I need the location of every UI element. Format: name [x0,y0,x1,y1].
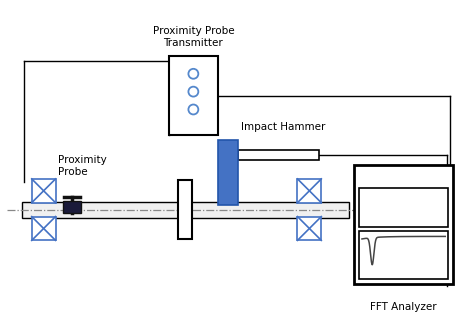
Bar [359,231,448,279]
Bar [169,56,218,135]
Text: Impact Hammer: Impact Hammer [241,122,326,132]
Text: Proximity
Probe: Proximity Probe [58,155,107,177]
Text: FFT Analyzer: FFT Analyzer [370,302,437,312]
Circle shape [188,105,198,115]
Bar [354,165,453,284]
Bar [179,180,192,239]
Bar [298,179,321,203]
Bar [218,140,238,205]
Bar [238,150,319,160]
Bar [32,216,55,240]
Bar [298,216,321,240]
Bar [64,201,82,213]
Bar [22,202,349,217]
Bar [359,188,448,227]
Circle shape [188,69,198,79]
Text: Proximity Probe
Transmitter: Proximity Probe Transmitter [153,26,234,48]
Bar [32,179,55,203]
Circle shape [188,87,198,97]
